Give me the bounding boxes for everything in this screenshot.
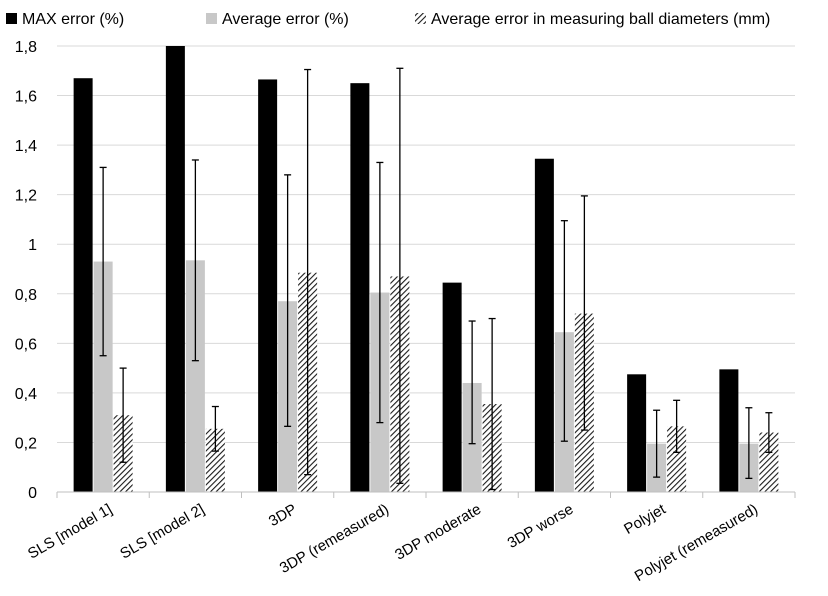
legend-swatch	[415, 13, 426, 24]
bar-series-3	[759, 432, 779, 492]
y-tick-label: 1,8	[15, 39, 37, 56]
legend-label: Average error in measuring ball diameter…	[431, 11, 770, 28]
bar-series-1	[627, 374, 647, 492]
error-bar	[468, 320, 476, 445]
bar-series-1	[534, 158, 554, 492]
legend-swatch	[6, 13, 17, 24]
x-tick-label: SLS [model 2]	[117, 501, 207, 563]
y-tick-label: 0,8	[15, 287, 37, 304]
bars	[73, 46, 779, 493]
error-bar	[560, 220, 568, 442]
y-tick-label: 1	[28, 237, 37, 254]
bar-series-3	[667, 426, 687, 492]
y-tick-label: 0	[28, 485, 37, 502]
error-bar	[119, 367, 127, 463]
bar-series-1	[258, 79, 278, 492]
error-bar	[99, 166, 107, 357]
y-tick-label: 0,4	[15, 386, 37, 403]
error-bars	[99, 67, 773, 491]
error-bar	[304, 68, 312, 476]
bar-series-3	[205, 428, 225, 492]
y-tick-label: 1,4	[15, 138, 37, 155]
x-tick-label: 3DP	[266, 501, 300, 530]
bar-series-1	[442, 282, 462, 492]
bar-series-1	[165, 46, 185, 492]
y-tick-label: 0,2	[15, 435, 37, 452]
error-bar	[396, 67, 404, 484]
error-bar	[580, 195, 588, 431]
x-tick-label: 3DP worse	[505, 501, 577, 552]
bar-series-2	[185, 260, 205, 492]
bar-series-1	[350, 83, 370, 493]
error-bar	[653, 409, 661, 478]
y-tick-label: 0,6	[15, 336, 37, 353]
error-bar	[673, 399, 681, 454]
error-bar	[376, 161, 384, 424]
x-tick-label: 3DP moderate	[392, 501, 484, 564]
legend-item-2: Average error (%)	[206, 11, 349, 28]
error-bar	[284, 174, 292, 427]
y-axis: 0 0,2 0,4 0,6 0,8 1 1,2 1,4 1,6 1,8	[15, 39, 37, 502]
y-tick-label: 1,2	[15, 188, 37, 205]
bar-series-2	[93, 261, 113, 492]
error-bar	[211, 405, 219, 452]
legend-swatch	[206, 13, 217, 24]
y-tick-label: 1,6	[15, 89, 37, 106]
legend-label: Average error (%)	[222, 11, 349, 28]
legend: MAX error (%) Average error (%) Average er…	[6, 11, 770, 28]
bar-series-1	[73, 78, 93, 492]
legend-item-3: Average error in measuring ball diameter…	[415, 11, 770, 28]
error-bar	[745, 407, 753, 480]
x-tick-label: Polyjet	[621, 500, 669, 538]
legend-item-1: MAX error (%)	[6, 11, 124, 28]
bar-series-1	[719, 369, 739, 492]
error-bar	[488, 317, 496, 491]
legend-label: MAX error (%)	[22, 11, 124, 28]
error-bar	[765, 412, 773, 454]
x-tick-label: SLS [model 1]	[25, 501, 115, 563]
error-bar	[191, 159, 199, 362]
